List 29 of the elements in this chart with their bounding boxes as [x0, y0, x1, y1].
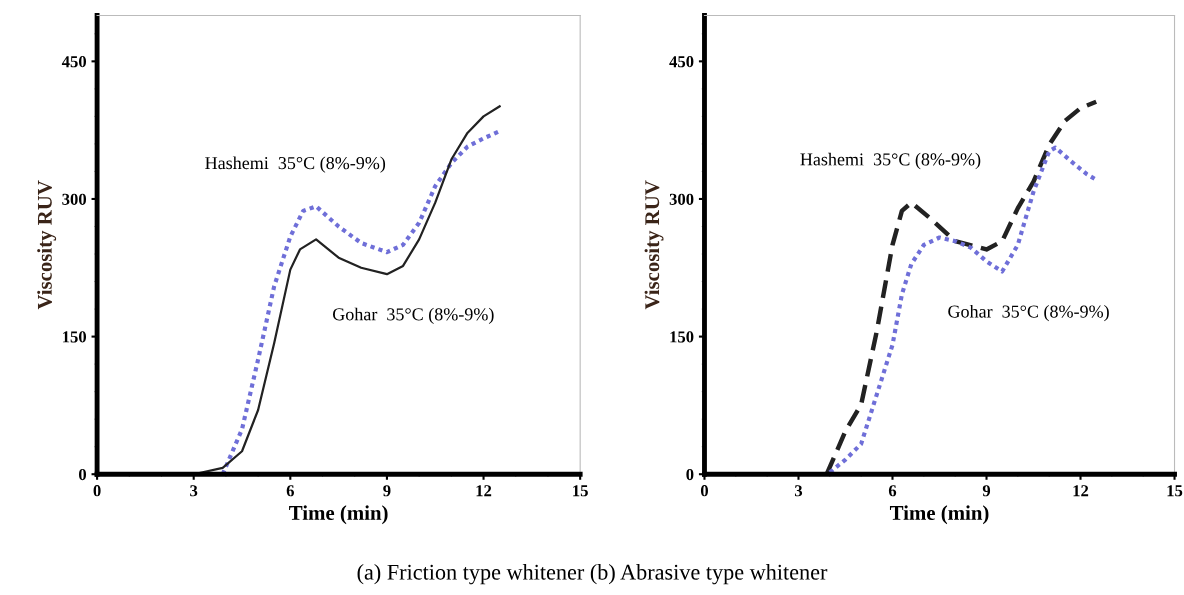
y-tick-label: 300 [62, 193, 87, 205]
x-tick-label: 15 [1167, 485, 1183, 497]
y-axis-title: Viscosity RUV [37, 180, 57, 310]
y-tick-label: 300 [669, 193, 694, 205]
x-tick-label: 3 [794, 485, 803, 497]
x-tick-label: 6 [286, 485, 294, 497]
x-tick-label: 3 [190, 485, 198, 497]
y-tick-label: 0 [686, 468, 694, 481]
x-tick-label: 15 [573, 485, 588, 497]
text: Hashemi 35°C (8%-9%) [800, 152, 981, 170]
y-tick-label: 450 [669, 56, 694, 68]
x-tick-label: 9 [383, 485, 391, 497]
text: Gohar 35°C (8%-9%) [948, 304, 1109, 322]
x-axis-title: Time (min) [289, 505, 388, 525]
text: Gohar 35°C (8%-9%) [332, 307, 494, 325]
x-tick-label: 0 [700, 485, 709, 497]
y-tick-label: 0 [78, 468, 87, 481]
y-tick-label: 150 [63, 331, 87, 343]
y-tick-label: 450 [61, 56, 87, 68]
text: Hashemi 35°C (8%-9%) [205, 156, 386, 173]
x-tick-label: 12 [1073, 485, 1089, 497]
text: (a) Friction type whitener (b) Abrasive type whitener [357, 564, 828, 585]
x-axis-title: Time (min) [889, 505, 989, 525]
x-tick-label: 9 [982, 485, 991, 497]
x-tick-label: 0 [93, 485, 101, 497]
y-axis-title: Viscosity RUV [644, 180, 664, 310]
x-tick-label: 6 [888, 485, 897, 497]
x-tick-label: 12 [476, 485, 492, 497]
y-tick-label: 150 [670, 331, 694, 343]
